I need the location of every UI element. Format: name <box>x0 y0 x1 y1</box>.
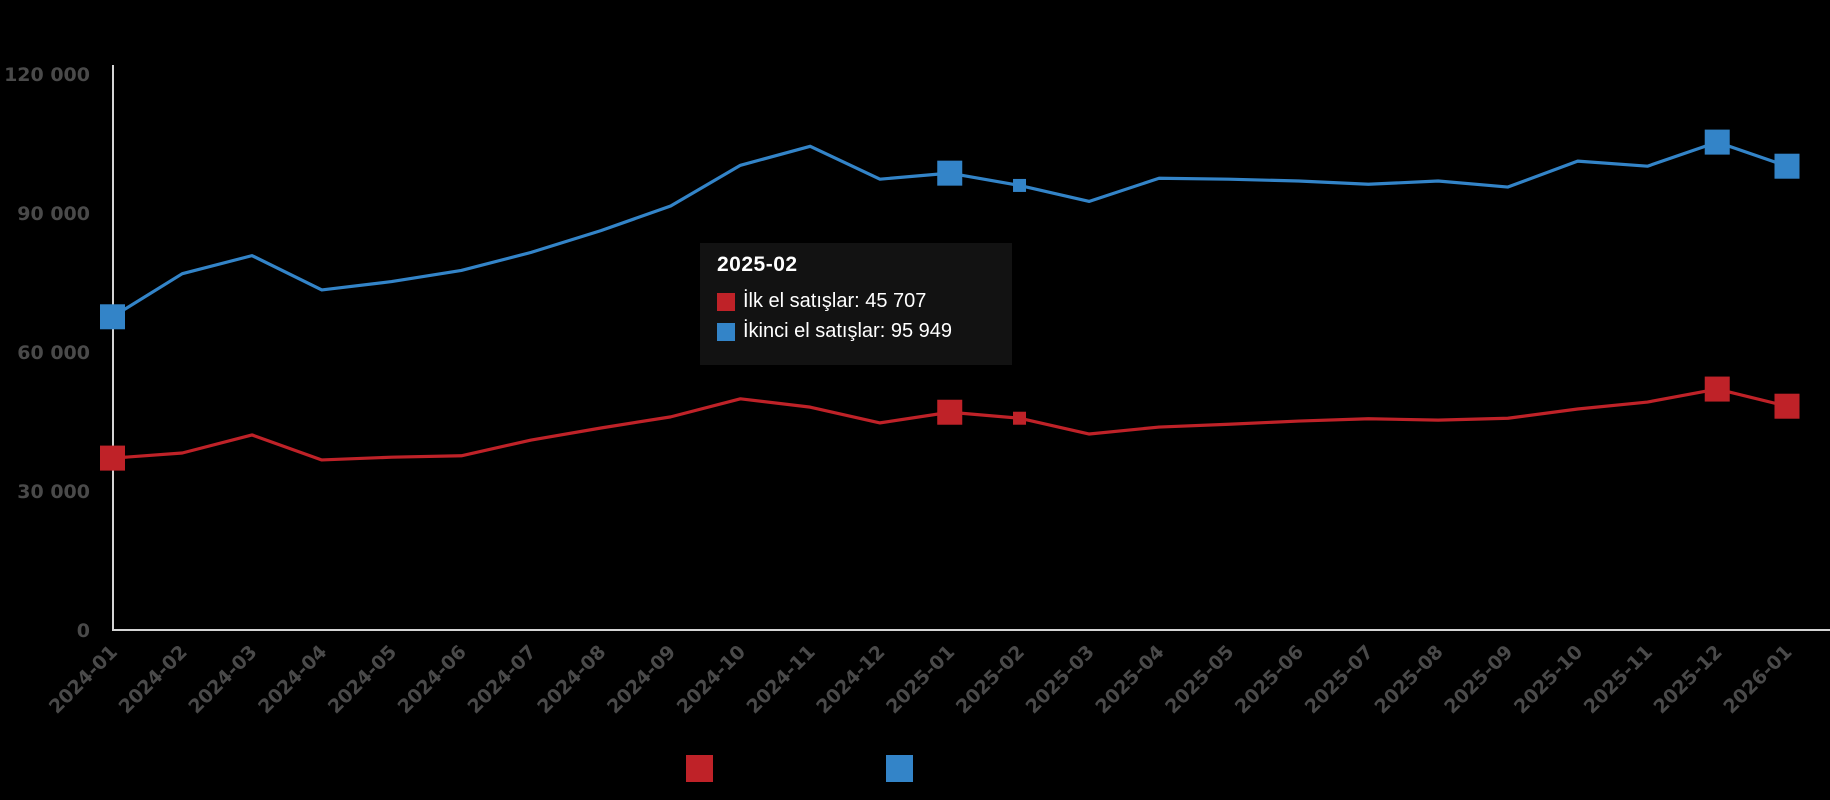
tooltip: 2025-02 İlk el satışlar: 45 707 İkinci e… <box>700 243 1012 365</box>
x-tick-label: 2024-06 <box>394 641 471 718</box>
y-tick-label: 30 000 <box>17 481 90 503</box>
x-tick-label: 2024-02 <box>115 641 192 718</box>
tooltip-row-first-hand: İlk el satışlar: 45 707 <box>717 290 1012 313</box>
x-tick-label: 2024-11 <box>743 641 820 718</box>
x-tick-label: 2025-07 <box>1301 641 1378 718</box>
x-tick-label: 2024-05 <box>324 641 401 718</box>
y-tick-label: 120 000 <box>4 64 90 86</box>
x-tick-label: 2024-12 <box>812 641 889 718</box>
x-tick-label: 2025-02 <box>952 641 1029 718</box>
tooltip-row-second-hand: İkinci el satışlar: 95 949 <box>717 320 1012 343</box>
x-tick-label: 2024-01 <box>45 641 122 718</box>
x-tick-label: 2025-11 <box>1580 641 1657 718</box>
tooltip-second-hand-text: İkinci el satışlar: 95 949 <box>743 320 952 342</box>
x-tick-label: 2025-03 <box>1022 641 1099 718</box>
data-point-marker[interactable] <box>1774 153 1800 179</box>
data-point-marker[interactable] <box>100 445 125 471</box>
x-tick-label: 2025-06 <box>1231 641 1308 718</box>
data-point-marker[interactable] <box>1704 376 1730 402</box>
tooltip-first-hand-text: İlk el satışlar: 45 707 <box>743 290 927 312</box>
data-point-marker[interactable] <box>1704 129 1730 155</box>
x-tick-label: 2024-10 <box>673 641 750 718</box>
legend-swatch-first-hand[interactable] <box>686 755 713 782</box>
data-point-marker[interactable] <box>1774 393 1800 419</box>
x-tick-label: 2025-12 <box>1650 641 1727 718</box>
data-point-marker[interactable] <box>937 160 963 186</box>
hovered-point-marker[interactable] <box>1013 411 1027 425</box>
x-tick-label: 2024-08 <box>533 641 610 718</box>
y-tick-label: 0 <box>77 620 90 642</box>
x-tick-label: 2025-05 <box>1161 641 1238 718</box>
tooltip-date-title: 2025-02 <box>717 253 798 276</box>
data-point-marker[interactable] <box>100 304 125 330</box>
data-point-marker[interactable] <box>937 399 963 425</box>
x-tick-label: 2026-01 <box>1719 641 1796 718</box>
hovered-point-marker[interactable] <box>1013 178 1027 192</box>
x-tick-label: 2024-04 <box>254 641 331 718</box>
x-tick-label: 2024-03 <box>184 641 261 718</box>
y-tick-label: 90 000 <box>17 203 90 225</box>
x-tick-label: 2025-09 <box>1440 641 1517 718</box>
y-tick-label: 60 000 <box>17 342 90 364</box>
x-tick-label: 2025-10 <box>1510 641 1587 718</box>
x-tick-label: 2024-07 <box>463 641 540 718</box>
legend <box>0 755 1830 782</box>
x-tick-label: 2025-04 <box>1091 641 1168 718</box>
x-tick-label: 2025-08 <box>1370 641 1447 718</box>
second-hand-series-swatch-icon <box>717 322 735 341</box>
x-tick-label: 2024-09 <box>603 641 680 718</box>
x-tick-label: 2025-01 <box>882 641 959 718</box>
legend-swatch-second-hand[interactable] <box>886 755 913 782</box>
first-hand-series-swatch-icon <box>717 292 735 311</box>
